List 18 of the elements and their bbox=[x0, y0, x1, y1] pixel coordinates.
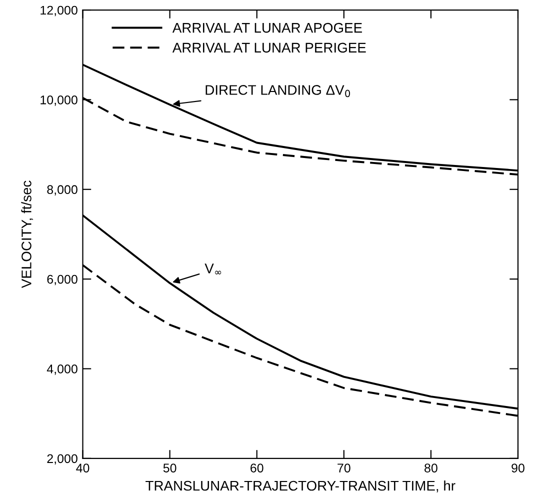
y-tick-label: 10,000 bbox=[40, 96, 78, 106]
x-tick-label: 80 bbox=[424, 464, 438, 472]
y-tick-label: 2,000 bbox=[47, 454, 78, 465]
y-tick-label: 6,000 bbox=[47, 274, 78, 286]
x-tick-label: 60 bbox=[250, 464, 264, 472]
x-axis-title: TRANSLUNAR-TRAJECTORY-TRANSIT TIME, hr bbox=[146, 480, 456, 492]
legend-label: ARRIVAL AT LUNAR PERIGEE bbox=[172, 42, 366, 53]
x-tick-label: 70 bbox=[338, 464, 350, 472]
annotation: DIRECT LANDING ΔV$_{0}$ bbox=[206, 85, 350, 98]
legend-label: ARRIVAL AT LUNAR APOGEE bbox=[172, 22, 362, 33]
x-tick-label: 40 bbox=[76, 464, 90, 472]
y-tick-label: 4,000 bbox=[46, 364, 78, 375]
annotation: V$_{∞}$ bbox=[204, 264, 222, 274]
x-tick-label: 90 bbox=[512, 464, 524, 472]
y-axis-title: VELOCITY, ft/sec bbox=[21, 180, 34, 288]
x-tick-label: 50 bbox=[163, 464, 176, 472]
y-tick-label: 12,000 bbox=[40, 6, 78, 16]
y-tick-label: 8,000 bbox=[47, 185, 78, 196]
